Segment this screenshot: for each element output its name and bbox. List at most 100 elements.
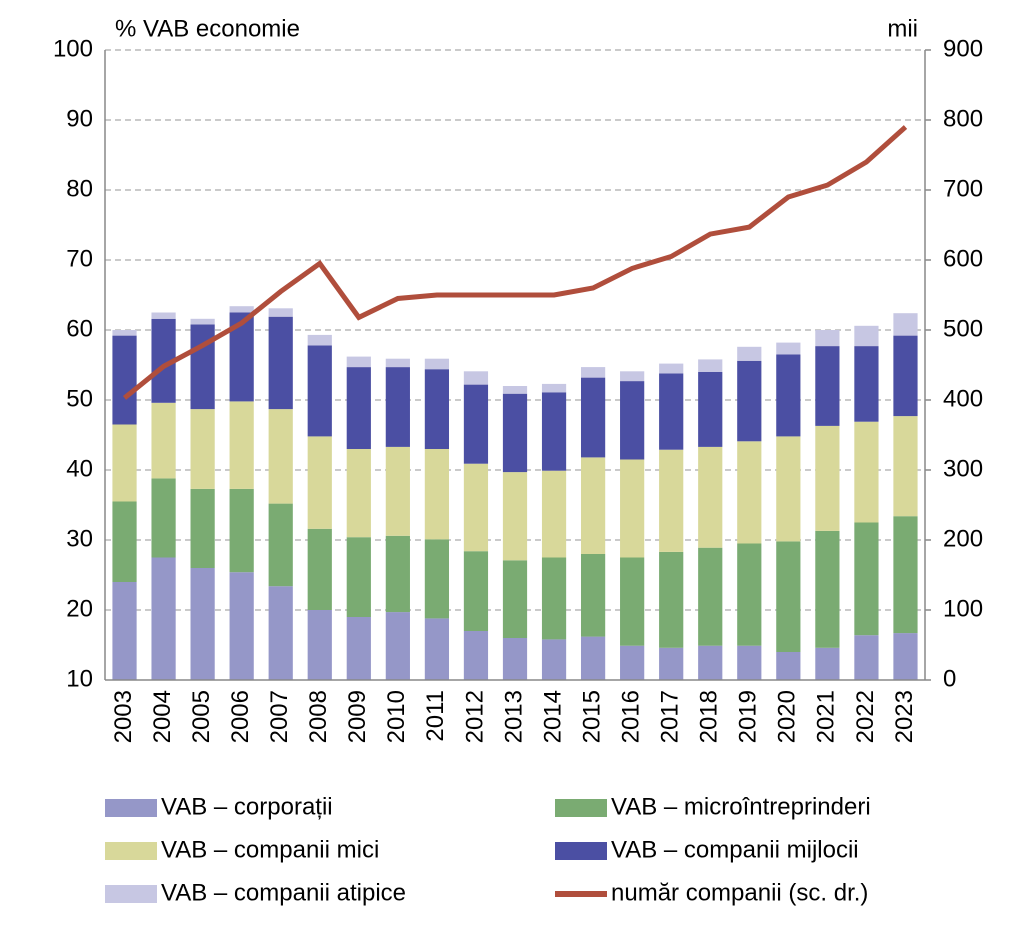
- bar-segment: [268, 503, 293, 587]
- x-tick-label: 2011: [422, 690, 449, 742]
- y-tick-label: 50: [66, 385, 93, 412]
- bar-segment: [698, 359, 723, 372]
- bar-segment: [580, 554, 606, 637]
- legend-label: VAB – companii atipice: [161, 879, 406, 906]
- x-tick-label: 2004: [149, 690, 176, 743]
- bar-segment: [424, 539, 450, 619]
- bar-segment: [502, 638, 528, 680]
- bar-segment: [502, 472, 528, 561]
- bar-segment: [815, 530, 840, 648]
- legend-label: VAB – corporații: [161, 793, 333, 820]
- bar-segment: [424, 618, 450, 680]
- bar-segment: [229, 306, 254, 313]
- y2-tick-label: 400: [943, 385, 983, 412]
- bar-segment: [151, 312, 176, 319]
- line-series: [122, 125, 908, 400]
- bar-segment: [659, 373, 684, 450]
- bar-segment: [620, 371, 645, 382]
- bar-segment: [112, 335, 137, 425]
- x-tick-label: 2023: [891, 690, 918, 743]
- bar-segment: [620, 557, 645, 646]
- bar-segment: [698, 446, 723, 548]
- legend-label: număr companii (sc. dr.): [611, 879, 868, 906]
- bar-segment: [385, 612, 410, 680]
- x-tick-label: 2006: [227, 690, 254, 743]
- y-tick-label: 60: [66, 315, 93, 342]
- bar-segment: [463, 463, 489, 552]
- x-tick-label: 2017: [657, 690, 684, 743]
- bar-segment: [463, 551, 489, 631]
- bar-segment: [815, 330, 840, 347]
- bar-segment: [190, 324, 215, 410]
- y-tick-label: 80: [66, 175, 93, 202]
- bar-segment: [229, 401, 254, 489]
- x-tick-label: 2019: [735, 690, 762, 743]
- bar-segment: [659, 647, 684, 680]
- bar-segment: [854, 522, 879, 636]
- bar-segment: [620, 381, 645, 460]
- bar-segment: [620, 459, 645, 558]
- bar-segment: [346, 617, 371, 680]
- bar-segment: [776, 541, 801, 652]
- bar-segment: [737, 441, 762, 544]
- bar-segment: [502, 386, 528, 394]
- bar-segment: [307, 436, 332, 529]
- legend-label: VAB – companii mijlocii: [611, 836, 859, 863]
- bar-segment: [659, 551, 684, 648]
- x-tick-label: 2005: [188, 690, 215, 743]
- bar-segment: [776, 342, 801, 355]
- bar-segment: [229, 488, 254, 573]
- bar-segment: [541, 470, 567, 558]
- x-tick-label: 2012: [461, 690, 488, 743]
- bar-segment: [580, 377, 606, 458]
- bar-segment: [659, 363, 684, 374]
- x-tick-label: 2003: [110, 690, 137, 743]
- x-tick-label: 2021: [813, 690, 840, 743]
- bar-segment: [580, 457, 606, 554]
- y2-tick-label: 800: [943, 105, 983, 132]
- x-tick-label: 2022: [852, 690, 879, 743]
- bar-segment: [893, 416, 918, 517]
- bar-segment: [346, 537, 371, 617]
- x-tick-label: 2016: [617, 690, 644, 743]
- bar-segment: [424, 358, 450, 370]
- bar-segment: [541, 639, 567, 680]
- bar-segment: [541, 557, 567, 640]
- bar-segment: [854, 635, 879, 680]
- bar-segment: [737, 360, 762, 442]
- bar-segment: [815, 346, 840, 426]
- bar-segment: [307, 345, 332, 437]
- bar-segment: [112, 501, 137, 582]
- bar-segment: [463, 631, 489, 680]
- x-tick-label: 2010: [383, 690, 410, 743]
- bar-segment: [151, 478, 176, 558]
- bar-segment: [854, 421, 879, 523]
- bar-segment: [151, 402, 176, 479]
- bar-segment: [307, 528, 332, 610]
- y2-tick-label: 200: [943, 525, 983, 552]
- bar-segment: [893, 335, 918, 417]
- bar-segment: [112, 582, 137, 680]
- y2-tick-label: 0: [943, 665, 956, 692]
- bar-segment: [190, 488, 215, 568]
- y-tick-label: 100: [53, 35, 93, 62]
- y-tick-label: 40: [66, 455, 93, 482]
- bar-segment: [424, 369, 450, 449]
- bar-segment: [385, 358, 410, 368]
- x-tick-label: 2018: [696, 690, 723, 743]
- y2-tick-label: 600: [943, 245, 983, 272]
- legend-label: VAB – companii mici: [161, 836, 379, 863]
- y-axis-label: % VAB economie: [115, 15, 300, 42]
- bar-segment: [385, 535, 410, 613]
- bar-segment: [737, 645, 762, 680]
- legend-label: VAB – microîntreprinderi: [611, 793, 871, 820]
- bar-segment: [737, 346, 762, 361]
- bar-segment: [815, 647, 840, 680]
- bar-segment: [385, 446, 410, 536]
- bar-segment: [698, 547, 723, 646]
- bar-segment: [737, 543, 762, 646]
- bar-segment: [698, 372, 723, 447]
- legend-swatch: [555, 842, 607, 860]
- y2-tick-label: 300: [943, 455, 983, 482]
- bar-segment: [463, 371, 489, 385]
